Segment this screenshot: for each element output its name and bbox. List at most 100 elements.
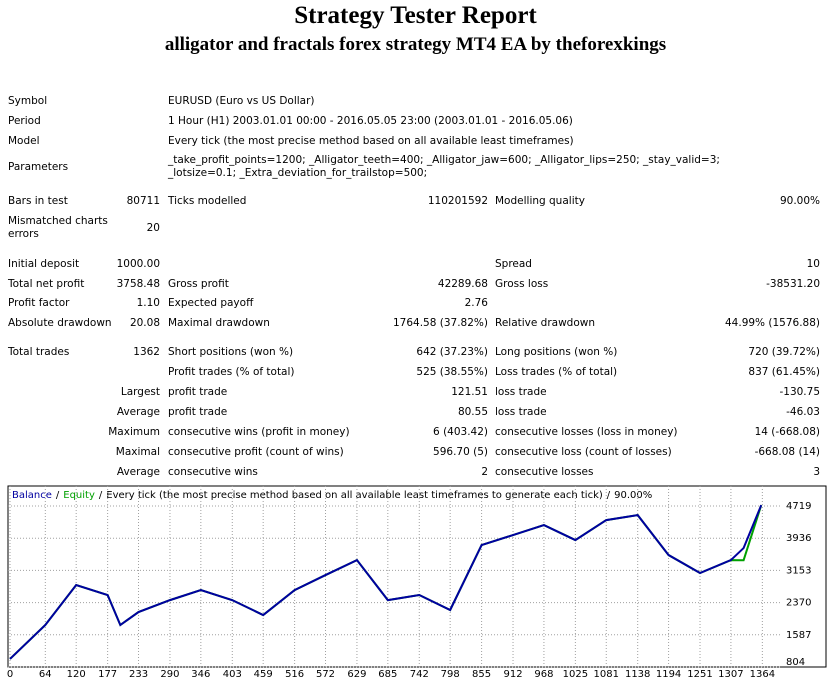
table-cell: 121.51	[451, 385, 488, 398]
table-cell: Spread	[495, 257, 532, 270]
table-cell: -130.75	[779, 385, 820, 398]
report-title: Strategy Tester Report	[294, 2, 537, 29]
table-cell: Expected payoff	[168, 296, 254, 309]
table-cell: Short positions (won %)	[168, 345, 294, 358]
x-tick-label: 459	[254, 669, 273, 680]
table-cell: 3	[813, 465, 820, 478]
table-cell: 14 (-668.08)	[754, 425, 820, 438]
table-cell: Initial deposit	[8, 257, 80, 270]
table-cell: Average	[116, 465, 160, 478]
x-tick-label: 1307	[718, 669, 743, 680]
table-cell: consecutive loss (count of losses)	[495, 445, 672, 458]
chart-frame	[7, 485, 827, 668]
table-cell: loss trade	[495, 405, 547, 418]
table-cell: Parameters	[8, 160, 69, 173]
table-cell: Average	[116, 405, 160, 418]
table-cell: 1764.58 (37.82%)	[393, 316, 488, 329]
table-cell: consecutive losses (loss in money)	[495, 425, 678, 438]
x-tick-label: 798	[441, 669, 460, 680]
table-cell: Model	[8, 134, 40, 147]
table-cell: EURUSD (Euro vs US Dollar)	[168, 94, 315, 107]
table-cell: Absolute drawdown	[8, 316, 112, 329]
x-tick-label: 403	[223, 669, 242, 680]
chart-subtitle: Every tick (the most precise method base…	[106, 490, 603, 501]
x-tick-label: 233	[129, 669, 148, 680]
table-cell: consecutive losses	[495, 465, 594, 478]
x-tick-label: 968	[534, 669, 553, 680]
x-tick-label: 912	[503, 669, 522, 680]
table-cell: profit trade	[168, 405, 228, 418]
table-cell: 837 (61.45%)	[748, 365, 820, 378]
table-cell: 42289.68	[437, 277, 488, 290]
table-cell: Relative drawdown	[495, 316, 596, 329]
table-cell: loss trade	[495, 385, 547, 398]
table-cell: 525 (38.55%)	[416, 365, 488, 378]
table-cell: Long positions (won %)	[495, 345, 618, 358]
table-cell: Total trades	[8, 345, 70, 358]
x-tick-label: 1194	[656, 669, 681, 680]
x-tick-label: 346	[191, 669, 210, 680]
legend-separator: /	[99, 490, 103, 501]
legend-separator: /	[607, 490, 611, 501]
table-cell: 1000.00	[116, 257, 160, 270]
table-cell: Gross loss	[495, 277, 549, 290]
table-cell: 44.99% (1576.88)	[725, 316, 820, 329]
table-cell: 720 (39.72%)	[748, 345, 820, 358]
x-tick-label: 1081	[594, 669, 619, 680]
table-cell: consecutive wins	[168, 465, 258, 478]
chart: Balance / Equity / Every tick (the most prec…	[7, 485, 827, 680]
table-cell: Modelling quality	[495, 194, 585, 207]
chart-legend: Balance / Equity / Every tick (the most prec…	[12, 490, 652, 501]
legend-separator: /	[56, 490, 60, 501]
table-cell: 1362	[133, 345, 160, 358]
x-tick-label: 290	[160, 669, 179, 680]
table-cell: 20	[146, 221, 160, 234]
y-tick-label: 4719	[786, 501, 811, 512]
table-cell: Largest	[120, 385, 160, 398]
table-cell: Every tick (the most precise method base…	[168, 134, 574, 147]
y-tick-label: 3153	[786, 565, 811, 576]
table-cell: Period	[8, 114, 41, 127]
table-cell: 2	[481, 465, 488, 478]
x-tick-label: 1138	[625, 669, 650, 680]
x-tick-label: 572	[316, 669, 335, 680]
table-cell: -46.03	[786, 405, 820, 418]
table-cell: -38531.20	[766, 277, 820, 290]
table-cell: 1 Hour (H1) 2003.01.01 00:00 - 2016.05.0…	[168, 114, 573, 127]
x-tick-label: 629	[347, 669, 366, 680]
table-cell: 1.10	[136, 296, 160, 309]
table-cell: 6 (403.42)	[433, 425, 488, 438]
table-cell: 110201592	[427, 194, 488, 207]
table-cell: profit trade	[168, 385, 228, 398]
chart-quality: 90.00%	[614, 490, 652, 501]
table-cell: Maximal	[115, 445, 160, 458]
x-tick-label: 64	[39, 669, 52, 680]
table-cell: 596.70 (5)	[433, 445, 488, 458]
table-cell: 90.00%	[779, 194, 820, 207]
x-tick-label: 516	[285, 669, 304, 680]
series-line	[9, 504, 763, 660]
table-cell: Gross profit	[168, 277, 229, 290]
table-cell: Loss trades (% of total)	[495, 365, 618, 378]
table-cell: Maximum	[108, 425, 160, 438]
y-tick-label: 3936	[786, 533, 811, 544]
x-tick-label: 855	[472, 669, 491, 680]
table-cell: Mismatched charts errors	[8, 215, 108, 240]
table-cell: Profit trades (% of total)	[168, 365, 295, 378]
y-tick-label: 804	[786, 657, 805, 668]
table-cell: 10	[806, 257, 820, 270]
x-tick-label: 685	[378, 669, 397, 680]
x-tick-label: 0	[7, 669, 13, 680]
x-tick-label: 1251	[687, 669, 712, 680]
table-cell: 20.08	[129, 316, 160, 329]
table-cell: 80711	[126, 194, 160, 207]
y-tick-label: 1587	[786, 630, 811, 641]
table-cell: Maximal drawdown	[168, 316, 270, 329]
table-cell: Bars in test	[8, 194, 68, 207]
y-tick-label: 2370	[786, 598, 811, 609]
report-subtitle: alligator and fractals forex strategy MT…	[164, 34, 667, 55]
table-cell: 3758.48	[116, 277, 160, 290]
table-cell: consecutive profit (count of wins)	[168, 445, 344, 458]
x-tick-label: 742	[410, 669, 429, 680]
